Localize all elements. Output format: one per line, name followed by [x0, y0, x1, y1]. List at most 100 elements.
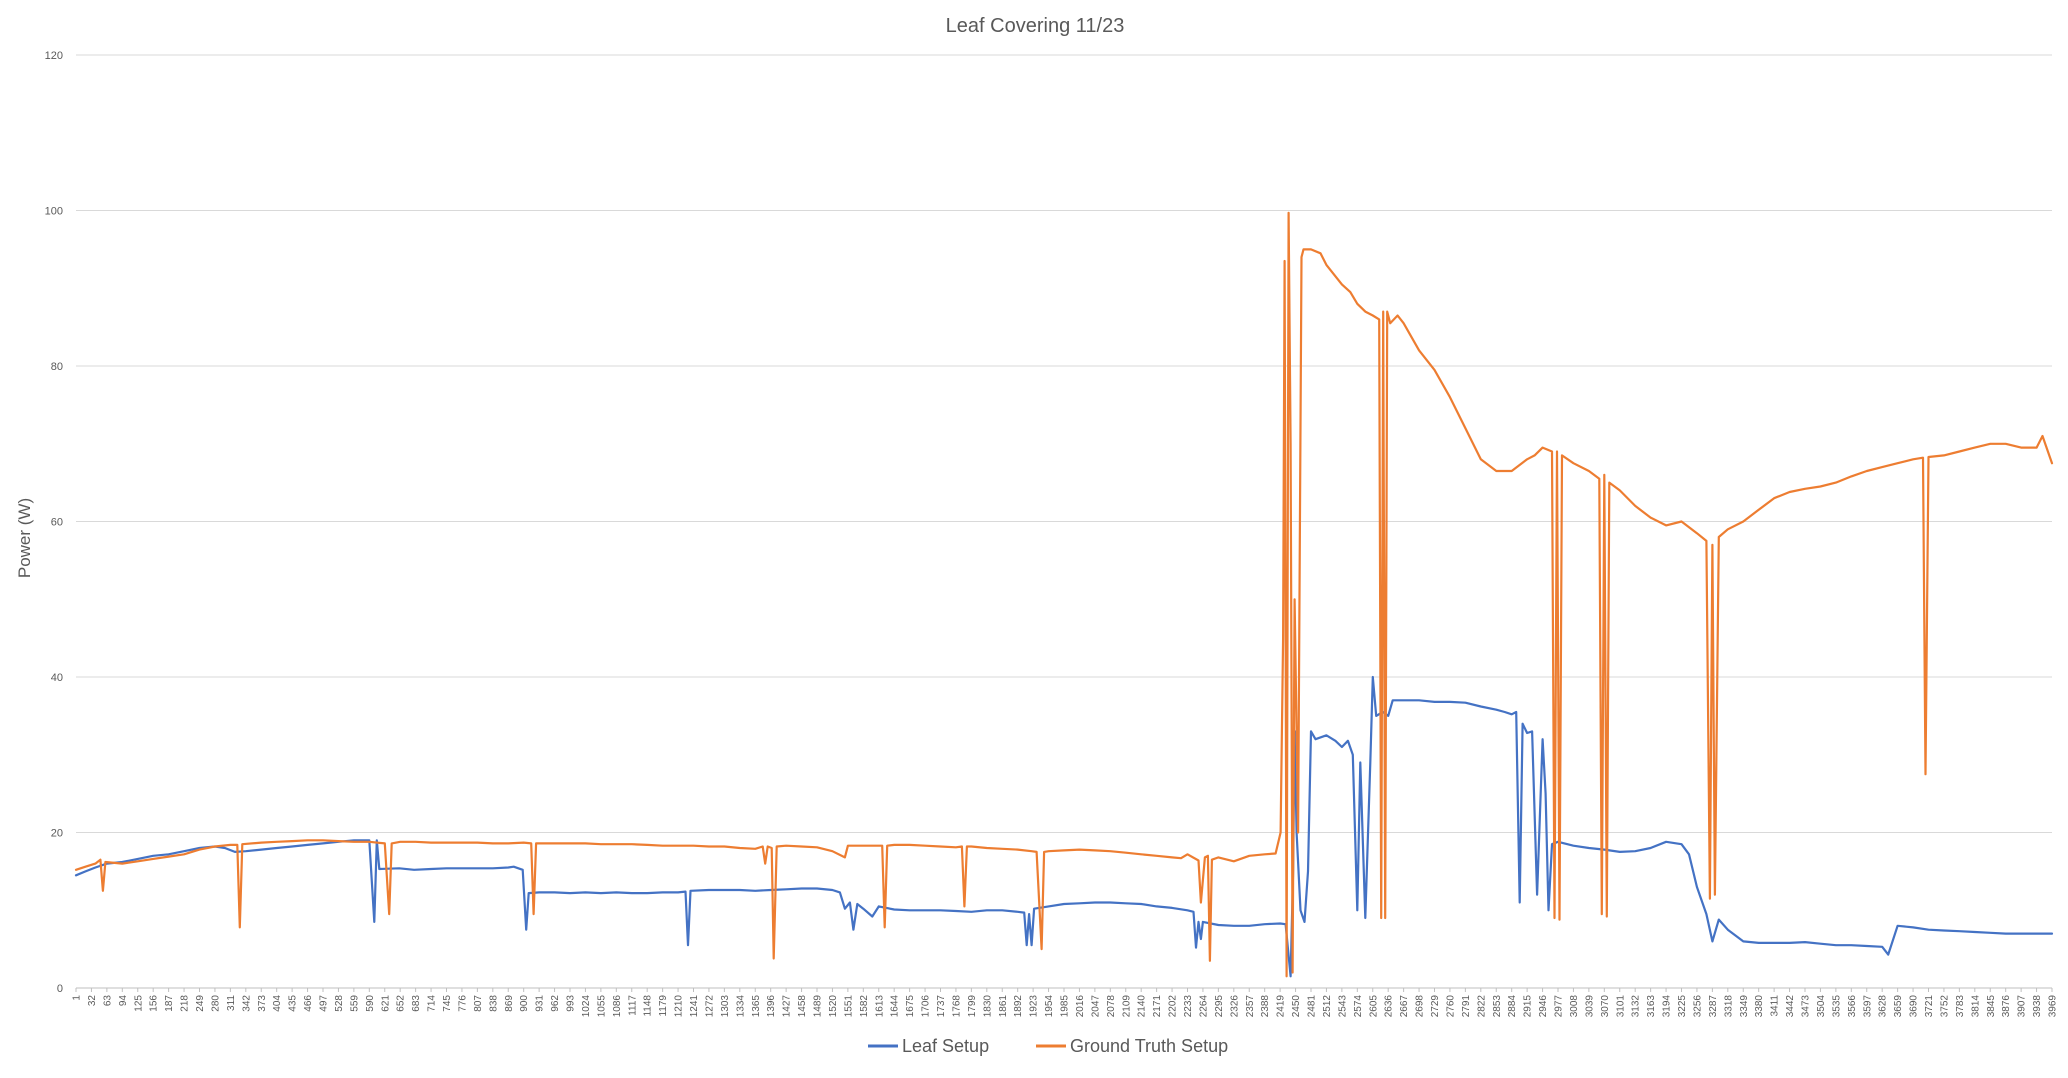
x-tick-label: 3938	[2032, 995, 2043, 1018]
x-tick-label: 1799	[967, 995, 978, 1018]
x-tick-label: 3442	[1785, 995, 1796, 1018]
x-tick-label: 776	[457, 995, 468, 1012]
x-tick-label: 1086	[612, 995, 623, 1018]
x-tick-label: 745	[442, 995, 453, 1012]
x-tick-label: 435	[288, 995, 299, 1012]
x-tick-label: 807	[473, 995, 484, 1012]
x-tick-label: 528	[334, 995, 345, 1012]
x-tick-label: 1427	[782, 995, 793, 1018]
y-tick-label: 100	[45, 206, 63, 218]
x-tick-label: 1458	[797, 995, 808, 1018]
chart-title: Leaf Covering 11/23	[946, 15, 1125, 37]
y-axis-ticks: 0 20 40 60 80 100 120	[45, 50, 63, 995]
gridlines	[76, 54, 2052, 989]
x-tick-label: 3783	[1955, 995, 1966, 1018]
x-tick-label: 1489	[813, 995, 824, 1018]
x-tick-label: 3721	[1924, 995, 1935, 1018]
x-tick-label: 1706	[921, 995, 932, 1018]
x-tick-label: 2853	[1492, 995, 1503, 1018]
x-tick-label: 1923	[1029, 995, 1040, 1018]
y-tick-label: 80	[51, 361, 63, 373]
x-tick-label: 2791	[1461, 995, 1472, 1018]
x-tick-label: 621	[380, 995, 391, 1012]
x-tick-label: 2450	[1291, 995, 1302, 1018]
x-tick-label: 1768	[951, 995, 962, 1018]
x-tick-label: 2109	[1121, 995, 1132, 1018]
x-tick-label: 559	[349, 995, 360, 1012]
y-tick-label: 60	[51, 517, 63, 529]
x-tick-label: 3349	[1739, 995, 1750, 1018]
x-tick-label: 2729	[1430, 995, 1441, 1018]
x-tick-label: 1892	[1013, 995, 1024, 1018]
x-tick-label: 3752	[1939, 995, 1950, 1018]
x-tick-label: 3690	[1909, 995, 1920, 1018]
x-tick-label: 3070	[1600, 995, 1611, 1018]
x-tick-label: 280	[210, 995, 221, 1012]
x-tick-label: 2512	[1322, 995, 1333, 1018]
x-tick-label: 3225	[1677, 995, 1688, 1018]
x-tick-label: 1272	[704, 995, 715, 1018]
x-tick-label: 373	[257, 995, 268, 1012]
x-tick-label: 3504	[1816, 995, 1827, 1018]
x-tick-label: 2822	[1476, 995, 1487, 1018]
x-tick-label: 2605	[1368, 995, 1379, 1018]
x-tick-label: 1675	[905, 995, 916, 1018]
x-tick-label: 1644	[890, 995, 901, 1018]
x-tick-label: 3132	[1631, 995, 1642, 1018]
x-tick-label: 249	[195, 995, 206, 1012]
x-tick-label: 94	[118, 995, 129, 1007]
x-tick-label: 2357	[1245, 995, 1256, 1018]
x-tick-label: 1551	[843, 995, 854, 1018]
x-tick-label: 2171	[1152, 995, 1163, 1018]
x-tick-label: 2233	[1183, 995, 1194, 1018]
x-tick-label: 1830	[982, 995, 993, 1018]
x-tick-label: 156	[149, 995, 160, 1012]
x-tick-label: 2140	[1137, 995, 1148, 1018]
x-tick-label: 1613	[874, 995, 885, 1018]
x-tick-label: 1861	[998, 995, 1009, 1018]
series-line-leaf-setup	[74, 675, 2054, 978]
x-tick-label: 869	[504, 995, 515, 1012]
x-tick-label: 3380	[1754, 995, 1765, 1018]
series-line-ground-truth-setup	[74, 211, 2054, 978]
x-tick-label: 1582	[859, 995, 870, 1018]
x-tick-label: 1365	[751, 995, 762, 1018]
x-tick-label: 2760	[1445, 995, 1456, 1018]
x-tick-label: 962	[550, 995, 561, 1012]
x-tick-label: 1148	[643, 995, 654, 1017]
x-tick-label: 218	[180, 995, 191, 1012]
x-tick-label: 1396	[766, 995, 777, 1018]
x-tick-label: 1985	[1060, 995, 1071, 1018]
x-tick-label: 1055	[596, 995, 607, 1018]
x-tick-label: 2574	[1353, 995, 1364, 1018]
x-tick-label: 1241	[689, 995, 700, 1018]
x-tick-label: 3039	[1584, 995, 1595, 1018]
x-tick-label: 2884	[1507, 995, 1518, 1018]
y-axis-label: Power (W)	[15, 498, 34, 578]
x-tick-label: 2946	[1538, 995, 1549, 1018]
y-tick-label: 20	[51, 828, 63, 840]
x-tick-label: 2326	[1229, 995, 1240, 1018]
y-tick-label: 0	[57, 983, 63, 995]
x-tick-label: 3411	[1770, 995, 1781, 1017]
x-tick-label: 3318	[1723, 995, 1734, 1018]
x-tick-label: 1179	[658, 995, 669, 1017]
x-tick-label: 3907	[2017, 995, 2028, 1018]
x-tick-label: 1954	[1044, 995, 1055, 1018]
x-tick-label: 3287	[1708, 995, 1719, 1018]
x-tick-label: 3194	[1662, 995, 1673, 1018]
x-tick-label: 466	[303, 995, 314, 1012]
x-tick-label: 2295	[1214, 995, 1225, 1018]
x-tick-label: 2915	[1523, 995, 1534, 1018]
x-tick-label: 3597	[1862, 995, 1873, 1018]
x-tick-label: 3876	[2001, 995, 2012, 1018]
x-tick-label: 3628	[1878, 995, 1889, 1018]
x-tick-label: 2543	[1337, 995, 1348, 1018]
x-tick-label: 1334	[735, 995, 746, 1018]
x-tick-label: 714	[427, 995, 438, 1012]
x-tick-label: 2636	[1384, 995, 1395, 1018]
x-tick-label: 900	[519, 995, 530, 1012]
x-tick-label: 1737	[936, 995, 947, 1018]
x-tick-label: 683	[411, 995, 422, 1012]
